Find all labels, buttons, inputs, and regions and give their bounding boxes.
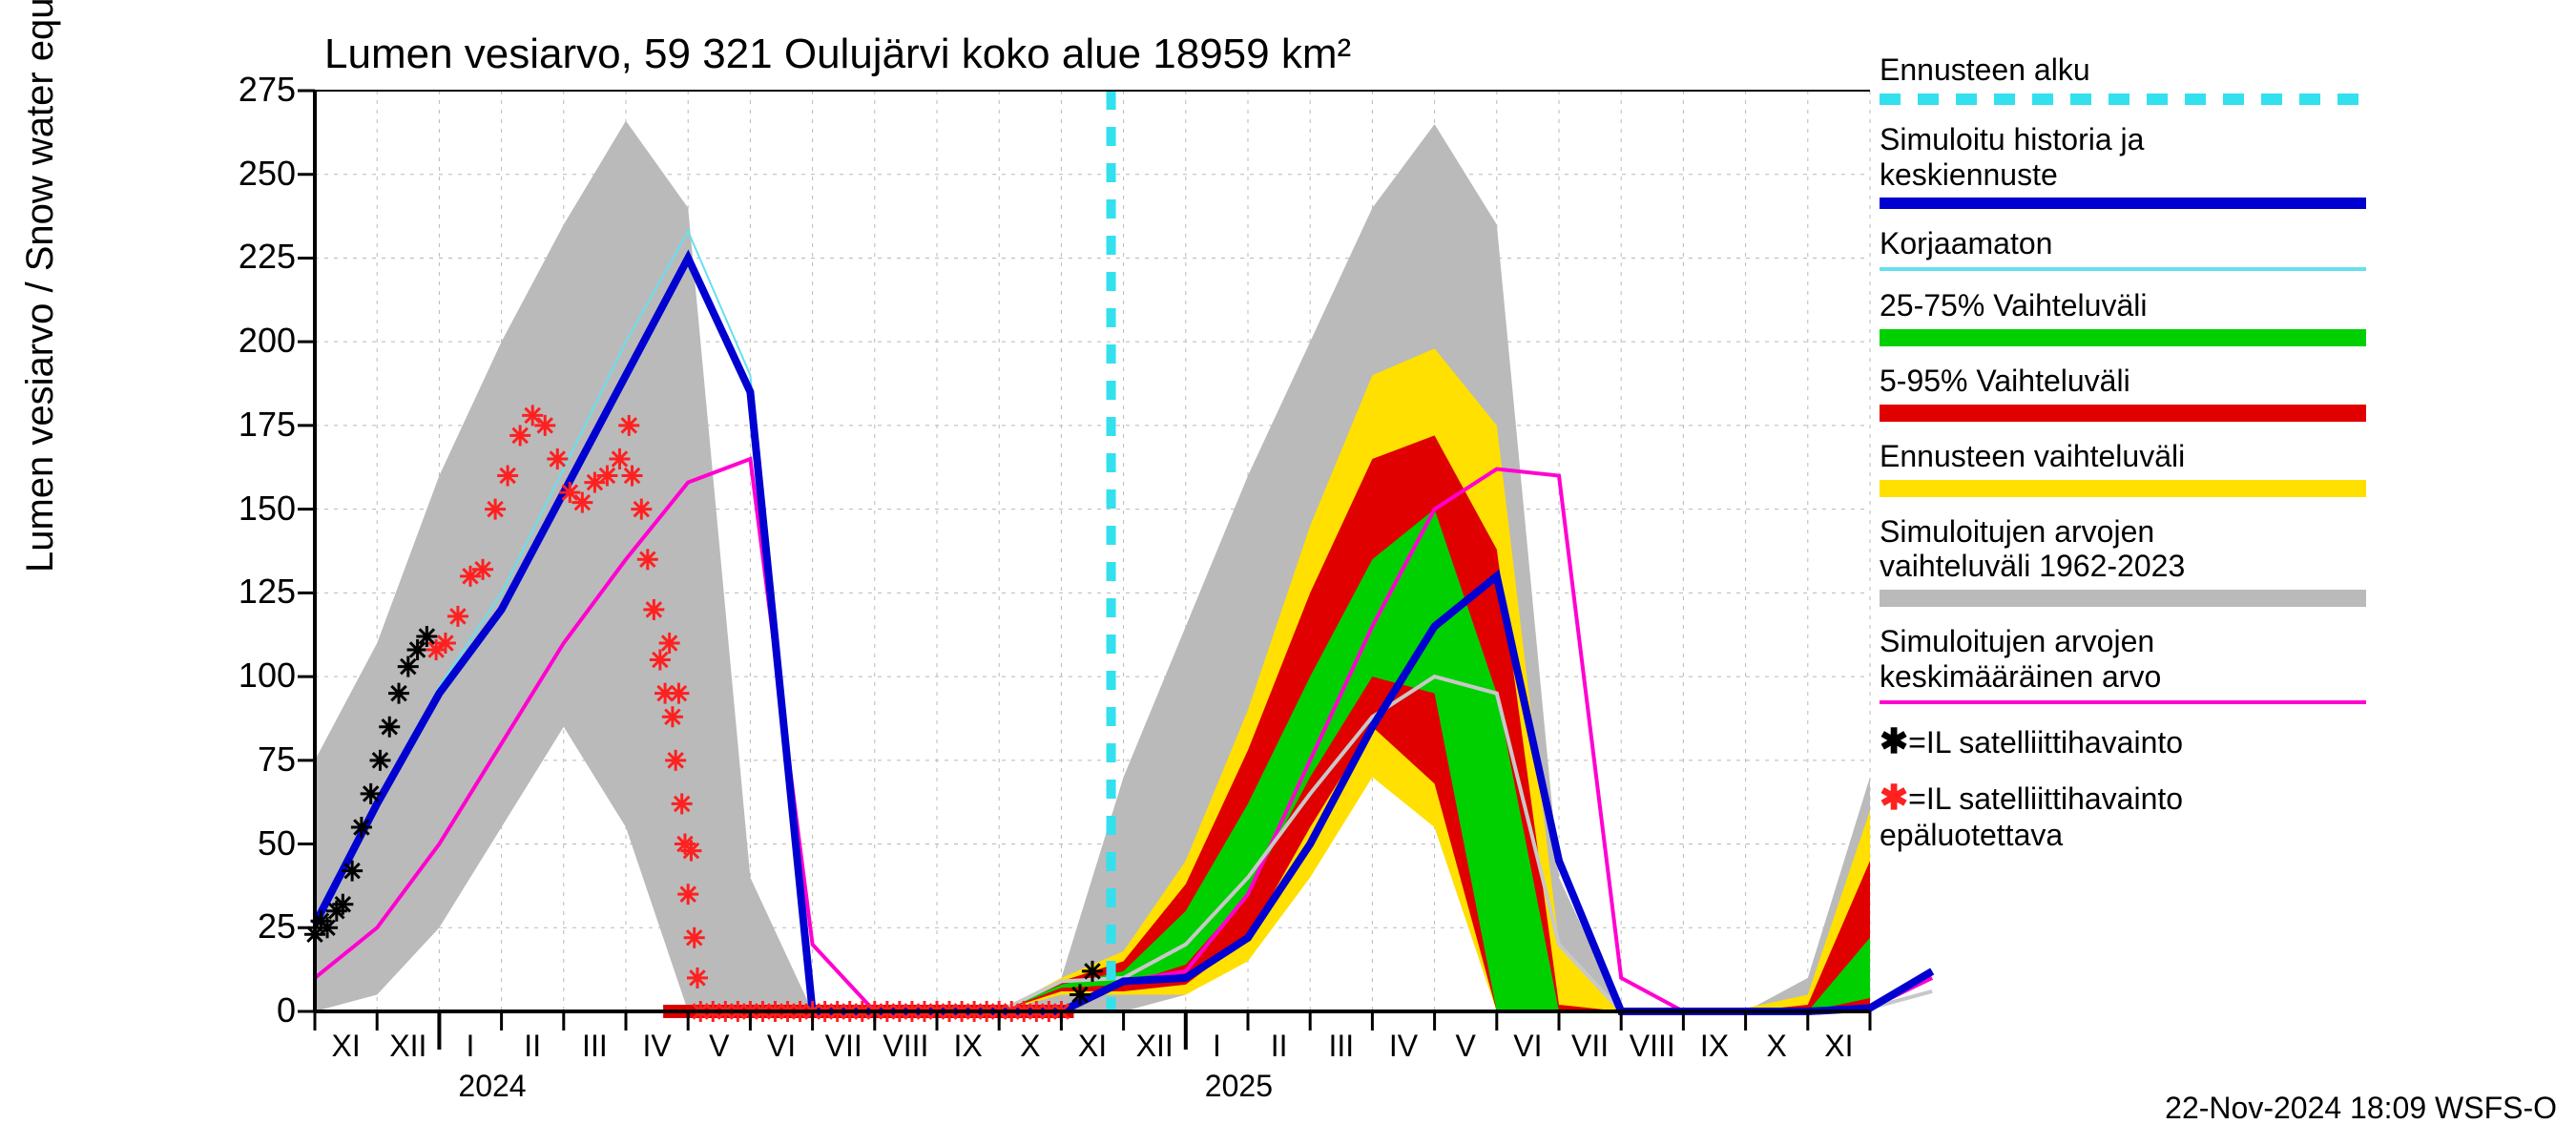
legend-entry: Simuloitu historia jakeskiennuste bbox=[1880, 122, 2557, 210]
x-tick-label: X bbox=[1767, 1029, 1787, 1064]
asterisk-icon bbox=[534, 415, 555, 436]
x-tick-label: XI bbox=[1078, 1029, 1107, 1064]
asterisk-icon bbox=[668, 683, 689, 704]
x-tick-label: VII bbox=[825, 1029, 862, 1064]
legend-label: Ennusteen alku bbox=[1880, 52, 2557, 88]
asterisk-icon bbox=[472, 559, 493, 580]
asterisk-icon: ✱ bbox=[1880, 721, 1908, 760]
legend-entry: Korjaamaton bbox=[1880, 226, 2557, 271]
asterisk-icon bbox=[659, 633, 680, 654]
legend-label: vaihteluväli 1962-2023 bbox=[1880, 549, 2557, 584]
legend-entry: ✱=IL satelliittihavainto bbox=[1880, 721, 2557, 760]
asterisk-icon bbox=[618, 415, 639, 436]
legend: Ennusteen alkuSimuloitu historia jakeski… bbox=[1880, 52, 2557, 869]
legend-swatch bbox=[1880, 405, 2366, 422]
x-tick-label: IX bbox=[953, 1029, 982, 1064]
x-tick-label: II bbox=[524, 1029, 541, 1064]
legend-entry: 25-75% Vaihteluväli bbox=[1880, 288, 2557, 346]
x-tick-label: II bbox=[1271, 1029, 1288, 1064]
asterisk-icon bbox=[559, 482, 580, 503]
legend-entry: Simuloitujen arvojenvaihteluväli 1962-20… bbox=[1880, 514, 2557, 608]
asterisk-icon bbox=[1070, 984, 1091, 1005]
hist-range-band bbox=[315, 121, 1870, 1011]
legend-entry: Ennusteen vaihteluväli bbox=[1880, 439, 2557, 497]
x-tick-label: V bbox=[709, 1029, 729, 1064]
x-tick-label: V bbox=[1456, 1029, 1476, 1064]
legend-label: Simuloitujen arvojen bbox=[1880, 624, 2557, 659]
year-label: 2024 bbox=[458, 1069, 526, 1104]
legend-swatch bbox=[1880, 198, 2366, 209]
y-tick-label: 250 bbox=[191, 154, 296, 194]
legend-label: 5-95% Vaihteluväli bbox=[1880, 364, 2557, 399]
y-tick-label: 50 bbox=[191, 823, 296, 864]
x-tick-label: VI bbox=[1513, 1029, 1542, 1064]
asterisk-icon bbox=[1082, 961, 1103, 982]
x-tick-label: X bbox=[1020, 1029, 1040, 1064]
legend-label: Korjaamaton bbox=[1880, 226, 2557, 261]
x-tick-label: III bbox=[1328, 1029, 1354, 1064]
x-tick-label: XII bbox=[1136, 1029, 1174, 1064]
y-tick-label: 225 bbox=[191, 237, 296, 277]
legend-swatch bbox=[1880, 329, 2366, 346]
y-tick-label: 25 bbox=[191, 906, 296, 947]
asterisk-icon bbox=[485, 499, 506, 520]
legend-swatch bbox=[1880, 94, 2366, 105]
legend-entry: ✱=IL satelliittihavaintoepäluotettava bbox=[1880, 778, 2557, 852]
y-tick-label: 0 bbox=[191, 990, 296, 1030]
x-tick-label: III bbox=[582, 1029, 608, 1064]
legend-label: keskimääräinen arvo bbox=[1880, 659, 2557, 695]
x-tick-label: VIII bbox=[1630, 1029, 1675, 1064]
y-tick-label: 75 bbox=[191, 739, 296, 780]
asterisk-icon: ✱ bbox=[1880, 778, 1908, 817]
legend-label: Simuloitu historia ja bbox=[1880, 122, 2557, 157]
legend-entry: 5-95% Vaihteluväli bbox=[1880, 364, 2557, 422]
x-tick-label: VII bbox=[1571, 1029, 1609, 1064]
x-tick-label: IX bbox=[1700, 1029, 1729, 1064]
x-tick-label: XI bbox=[331, 1029, 360, 1064]
legend-swatch bbox=[1880, 590, 2366, 607]
legend-label: Simuloitujen arvojen bbox=[1880, 514, 2557, 550]
legend-label: ✱=IL satelliittihavainto bbox=[1880, 778, 2557, 817]
legend-swatch bbox=[1880, 267, 2366, 271]
legend-label: epäluotettava bbox=[1880, 818, 2557, 853]
x-tick-label: VIII bbox=[883, 1029, 928, 1064]
asterisk-icon bbox=[677, 884, 698, 905]
legend-label: ✱=IL satelliittihavainto bbox=[1880, 721, 2557, 760]
legend-label: 25-75% Vaihteluväli bbox=[1880, 288, 2557, 323]
x-tick-label: XII bbox=[389, 1029, 426, 1064]
asterisk-icon bbox=[650, 650, 671, 671]
y-tick-label: 100 bbox=[191, 656, 296, 696]
year-label: 2025 bbox=[1205, 1069, 1273, 1104]
legend-label: Ennusteen vaihteluväli bbox=[1880, 439, 2557, 474]
asterisk-icon bbox=[631, 499, 652, 520]
x-tick-label: I bbox=[467, 1029, 475, 1064]
x-tick-label: IV bbox=[1389, 1029, 1418, 1064]
y-tick-label: 200 bbox=[191, 321, 296, 361]
legend-entry: Simuloitujen arvojenkeskimääräinen arvo bbox=[1880, 624, 2557, 704]
y-tick-label: 275 bbox=[191, 70, 296, 110]
legend-swatch bbox=[1880, 480, 2366, 497]
y-tick-label: 150 bbox=[191, 489, 296, 529]
y-tick-label: 175 bbox=[191, 405, 296, 445]
asterisk-icon bbox=[571, 492, 592, 513]
x-tick-label: IV bbox=[642, 1029, 671, 1064]
x-tick-label: VI bbox=[767, 1029, 796, 1064]
x-tick-label: XI bbox=[1824, 1029, 1853, 1064]
y-tick-label: 125 bbox=[191, 572, 296, 612]
legend-entry: Ennusteen alku bbox=[1880, 52, 2557, 105]
legend-label: keskiennuste bbox=[1880, 157, 2557, 193]
legend-swatch bbox=[1880, 700, 2366, 704]
x-tick-label: I bbox=[1213, 1029, 1221, 1064]
